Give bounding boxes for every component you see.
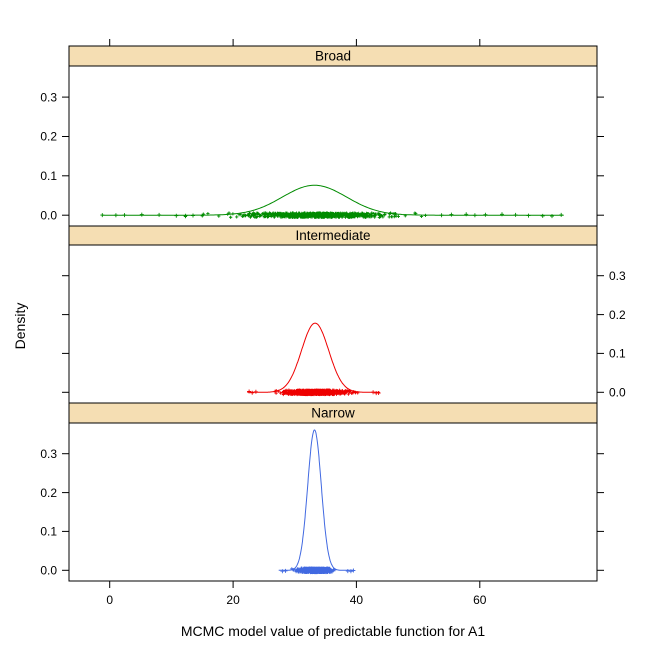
y-tick-label: 0.2	[40, 130, 57, 144]
y-tick-label: 0.1	[609, 347, 626, 361]
rug-broad	[100, 211, 564, 219]
y-tick-label: 0.3	[609, 269, 626, 283]
x-tick-label: 20	[226, 593, 240, 607]
y-tick-label: 0.2	[40, 486, 57, 500]
y-tick-label: 0.1	[40, 525, 57, 539]
rug-points	[100, 211, 564, 575]
y-tick-label: 0.0	[609, 386, 626, 400]
strip-label-broad: Broad	[315, 49, 351, 64]
density-curve-broad	[101, 184, 564, 216]
y-tick-label: 0.2	[609, 308, 626, 322]
axis-ticks	[62, 39, 604, 588]
x-tick-label: 60	[473, 593, 487, 607]
strip-narrow	[68, 402, 598, 424]
y-tick-label: 0.0	[40, 208, 57, 222]
y-tick-label: 0.3	[40, 447, 57, 461]
y-axis-title: Density	[12, 303, 28, 350]
y-tick-label: 0.0	[40, 564, 57, 578]
panel-intermediate	[68, 244, 598, 404]
tick-labels: 0 20 40 60 0.0 0.1 0.2 0.3 0.0 0.1 0.2 0.3 0.0 0.1 0.2…	[40, 90, 626, 607]
x-tick-label: 0	[106, 593, 113, 607]
rug-intermediate	[247, 388, 381, 397]
x-tick-label: 40	[350, 593, 364, 607]
strip-label-narrow: Narrow	[311, 406, 355, 421]
strip-label-intermediate: Intermediate	[295, 228, 370, 243]
y-tick-label: 0.1	[40, 169, 57, 183]
x-axis-title: MCMC model value of predictable function…	[181, 623, 485, 639]
rug-narrow	[280, 566, 356, 575]
panel-broad	[68, 65, 598, 227]
strip-broad	[68, 45, 598, 67]
density-curve-narrow	[278, 429, 354, 571]
panel-narrow	[68, 422, 598, 582]
strip-intermediate	[68, 225, 598, 246]
y-tick-label: 0.3	[40, 90, 57, 104]
